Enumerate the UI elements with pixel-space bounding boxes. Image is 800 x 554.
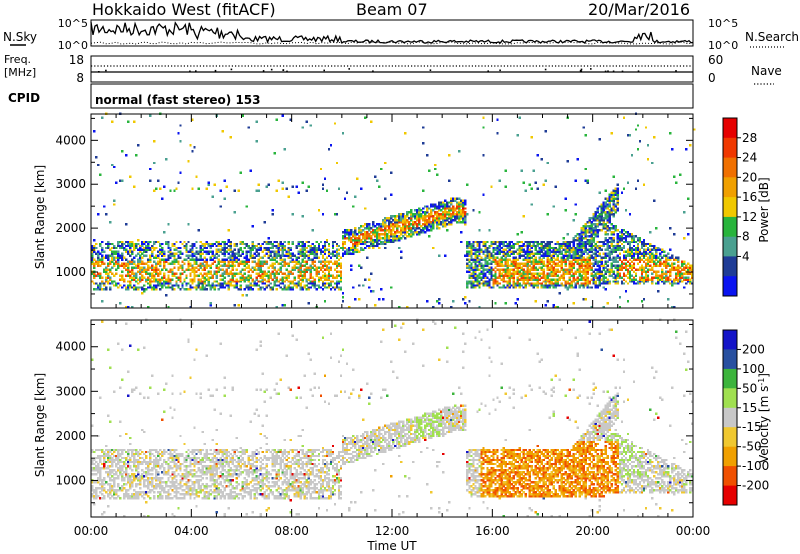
nave-label: Nave [751, 64, 782, 78]
cpid-label: CPID [8, 91, 40, 105]
colorbar-tick-label: 200 [742, 342, 765, 356]
xtick-label: 08:00 [274, 524, 309, 538]
nsky-tick-top: 10^5 [58, 17, 88, 30]
date-label: 20/Mar/2016 [588, 0, 691, 19]
nave-dots [98, 68, 677, 73]
freq-tick-top: 18 [69, 53, 84, 67]
velocity-colorbar-label: Velocity [m s-1] [757, 373, 772, 463]
nave-tick-top: 60 [708, 53, 723, 67]
freq-panel [90, 55, 694, 83]
xtick-label: 12:00 [375, 524, 410, 538]
cpid-text: normal (fast stereo) 153 [95, 93, 261, 107]
freq-tick-bottom: 8 [76, 71, 84, 85]
power-colorbar: 28 24 20 16 12 8 4 [722, 117, 757, 297]
colorbar-tick-label: 20 [742, 170, 757, 184]
ytick-label: 3000 [55, 177, 86, 191]
xtick-label: 20:00 [575, 524, 610, 538]
freq-label-line2: [MHz] [4, 66, 36, 79]
nsky-trace [90, 21, 694, 44]
xtick-label: 04:00 [174, 524, 209, 538]
colorbar-tick-label: 50 [742, 381, 757, 395]
freq-label-line1: Freq. [4, 53, 31, 66]
colorbar-tick-label: 15 [742, 401, 757, 415]
colorbar-tick-label: -15 [742, 420, 762, 434]
velocity-panel: 1000 2000 3000 4000 00:00 04:00 08:00 12:00 16:0… [55, 318, 710, 538]
velocity-colorbar: 200 100 50 15 -15 -50 -100 -200 [722, 329, 769, 506]
xtick-label: 00:00 [676, 524, 711, 538]
nsearch-tick-bottom: 10^0 [708, 39, 738, 52]
title: Hokkaido West (fitACF) [92, 0, 276, 19]
nsearch-label: N.Search [745, 30, 799, 44]
beam-label: Beam 07 [356, 0, 428, 19]
ytick-label: 4000 [55, 133, 86, 147]
ytick-label: 2000 [55, 429, 86, 443]
ytick-label: 1000 [55, 473, 86, 487]
cpid-panel [90, 83, 694, 109]
x-axis-label: Time UT [366, 539, 417, 553]
nsearch-tick-top: 10^5 [708, 17, 738, 30]
nsky-label: N.Sky [3, 30, 37, 44]
colorbar-tick-label: -200 [742, 479, 769, 493]
power-panel: 1000 2000 3000 4000 [55, 112, 696, 309]
nsky-panel [90, 19, 694, 47]
ytick-label: 2000 [55, 221, 86, 235]
nsearch-trace [90, 41, 694, 45]
nsky-tick-bottom: 10^0 [58, 39, 88, 52]
velocity-ylabel: Slant Range [km] [33, 373, 47, 477]
colorbar-tick-label: 24 [742, 151, 757, 165]
colorbar-tick-label: 8 [742, 230, 750, 244]
ytick-label: 3000 [55, 384, 86, 398]
nave-tick-bottom: 0 [708, 71, 716, 85]
ytick-label: 1000 [55, 265, 86, 279]
colorbar-tick-label: 28 [742, 131, 757, 145]
xtick-label: 16:00 [475, 524, 510, 538]
power-colorbar-label: Power [dB] [757, 177, 771, 242]
power-ylabel: Slant Range [km] [33, 165, 47, 269]
colorbar-tick-label: 4 [742, 249, 750, 263]
colorbar-tick-label: 12 [742, 210, 757, 224]
colorbar-tick-label: -100 [742, 459, 769, 473]
colorbar-tick-label: 16 [742, 190, 757, 204]
colorbar-tick-label: 100 [742, 362, 765, 376]
ytick-label: 4000 [55, 340, 86, 354]
xtick-label: 00:00 [74, 524, 109, 538]
colorbar-tick-label: -50 [742, 440, 762, 454]
